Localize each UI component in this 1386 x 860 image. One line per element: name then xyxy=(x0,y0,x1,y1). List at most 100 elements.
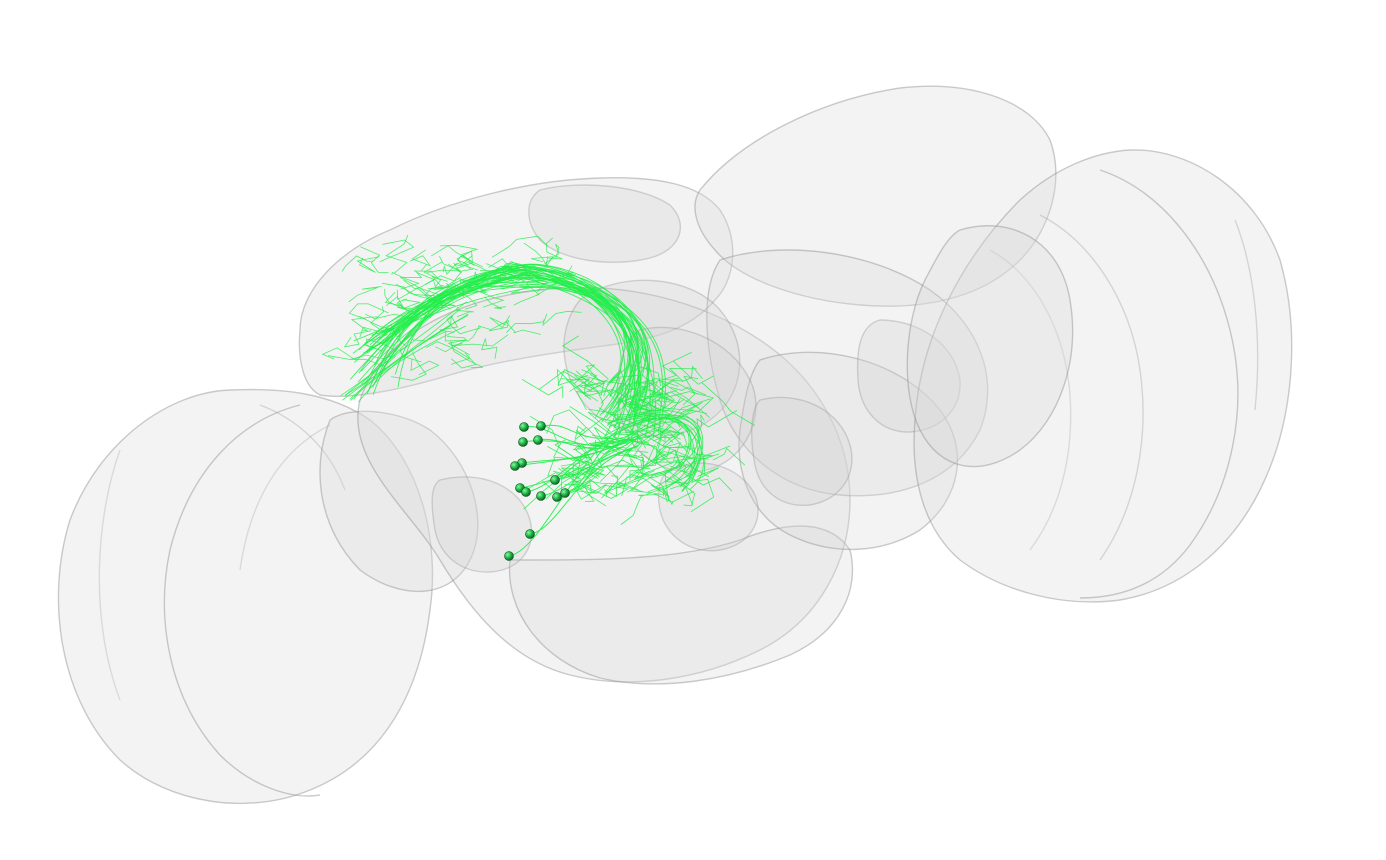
soma xyxy=(519,422,529,432)
neurite xyxy=(672,360,714,385)
central-brain-midright xyxy=(706,249,989,497)
neurite xyxy=(350,316,379,331)
neurite xyxy=(573,364,600,385)
neurite xyxy=(413,264,439,279)
neurite xyxy=(525,437,624,493)
neurite xyxy=(416,272,451,310)
neurite xyxy=(635,388,664,409)
neurite xyxy=(536,274,577,296)
neurite xyxy=(581,369,608,388)
left-medulla xyxy=(319,410,479,593)
neurite xyxy=(655,431,688,446)
neurite xyxy=(691,463,720,484)
neurite xyxy=(374,268,640,439)
neurite xyxy=(344,301,467,397)
neurite xyxy=(645,383,675,418)
neurite xyxy=(344,315,453,396)
neurite xyxy=(348,286,382,303)
left-optic-lobe xyxy=(57,388,434,805)
neurite xyxy=(530,256,554,268)
neurite xyxy=(384,292,408,307)
neurite xyxy=(696,410,737,437)
neurite xyxy=(638,425,667,460)
neurite xyxy=(446,325,480,343)
neurite xyxy=(457,255,483,270)
neurite xyxy=(658,430,688,453)
neurite xyxy=(446,308,482,335)
neurite xyxy=(473,271,485,294)
neurite xyxy=(363,338,384,352)
neurite xyxy=(519,435,641,489)
neurite xyxy=(481,338,498,359)
neurite xyxy=(610,429,684,443)
neurite xyxy=(556,368,589,386)
neurite xyxy=(460,278,488,293)
neurite xyxy=(483,273,543,282)
neurite xyxy=(451,334,509,347)
neurite xyxy=(576,390,598,410)
neurite xyxy=(546,409,587,434)
neurite xyxy=(633,364,661,387)
neurite xyxy=(379,239,415,262)
neurite xyxy=(574,425,593,461)
neurite xyxy=(632,378,684,384)
neurite xyxy=(576,370,604,418)
neurite xyxy=(372,268,649,419)
neurite xyxy=(633,444,656,480)
right-optic-lobe xyxy=(913,149,1293,603)
neurite xyxy=(561,378,590,392)
neurite xyxy=(451,352,477,369)
neurite xyxy=(561,335,609,380)
neurite xyxy=(627,450,683,493)
neurite xyxy=(690,478,715,513)
neurite xyxy=(590,459,638,478)
neurite xyxy=(508,431,617,557)
neurite xyxy=(670,386,706,396)
neurite xyxy=(484,269,506,282)
neurite xyxy=(486,261,526,274)
neurite xyxy=(618,416,699,476)
neurite xyxy=(593,426,631,452)
neurite xyxy=(603,371,621,397)
soma xyxy=(518,437,528,447)
neurite xyxy=(613,417,698,478)
neurite xyxy=(608,369,649,391)
neurite xyxy=(614,379,656,401)
neurite xyxy=(647,465,692,492)
neurite xyxy=(668,368,697,382)
neurite xyxy=(424,284,446,309)
neurite xyxy=(359,316,396,348)
neurite xyxy=(605,452,634,479)
neurite xyxy=(521,379,564,399)
neurite xyxy=(391,352,427,381)
neurite xyxy=(558,467,598,494)
neurite xyxy=(505,321,541,335)
neurite xyxy=(426,341,471,365)
neurite xyxy=(450,340,484,368)
neurite xyxy=(360,246,389,273)
neurite xyxy=(442,262,479,275)
neurite xyxy=(353,305,441,400)
inner-neuropil-structures xyxy=(431,184,961,573)
neurite xyxy=(341,255,373,272)
soma xyxy=(560,488,570,498)
neurite xyxy=(366,306,389,343)
neurite xyxy=(513,280,540,306)
neurite xyxy=(712,447,745,466)
neurite xyxy=(540,424,613,439)
neurite xyxy=(359,326,394,342)
neurite xyxy=(621,474,640,496)
neurite xyxy=(508,267,531,281)
neurite xyxy=(427,277,461,290)
neurite xyxy=(542,480,591,498)
neurite xyxy=(609,396,631,418)
neurite xyxy=(540,445,640,497)
neurite xyxy=(350,354,391,360)
neurite xyxy=(544,243,560,265)
neurite xyxy=(642,444,694,467)
neurite xyxy=(366,277,648,403)
neurite xyxy=(545,237,563,260)
neurite xyxy=(575,429,616,446)
neurite xyxy=(426,255,462,273)
